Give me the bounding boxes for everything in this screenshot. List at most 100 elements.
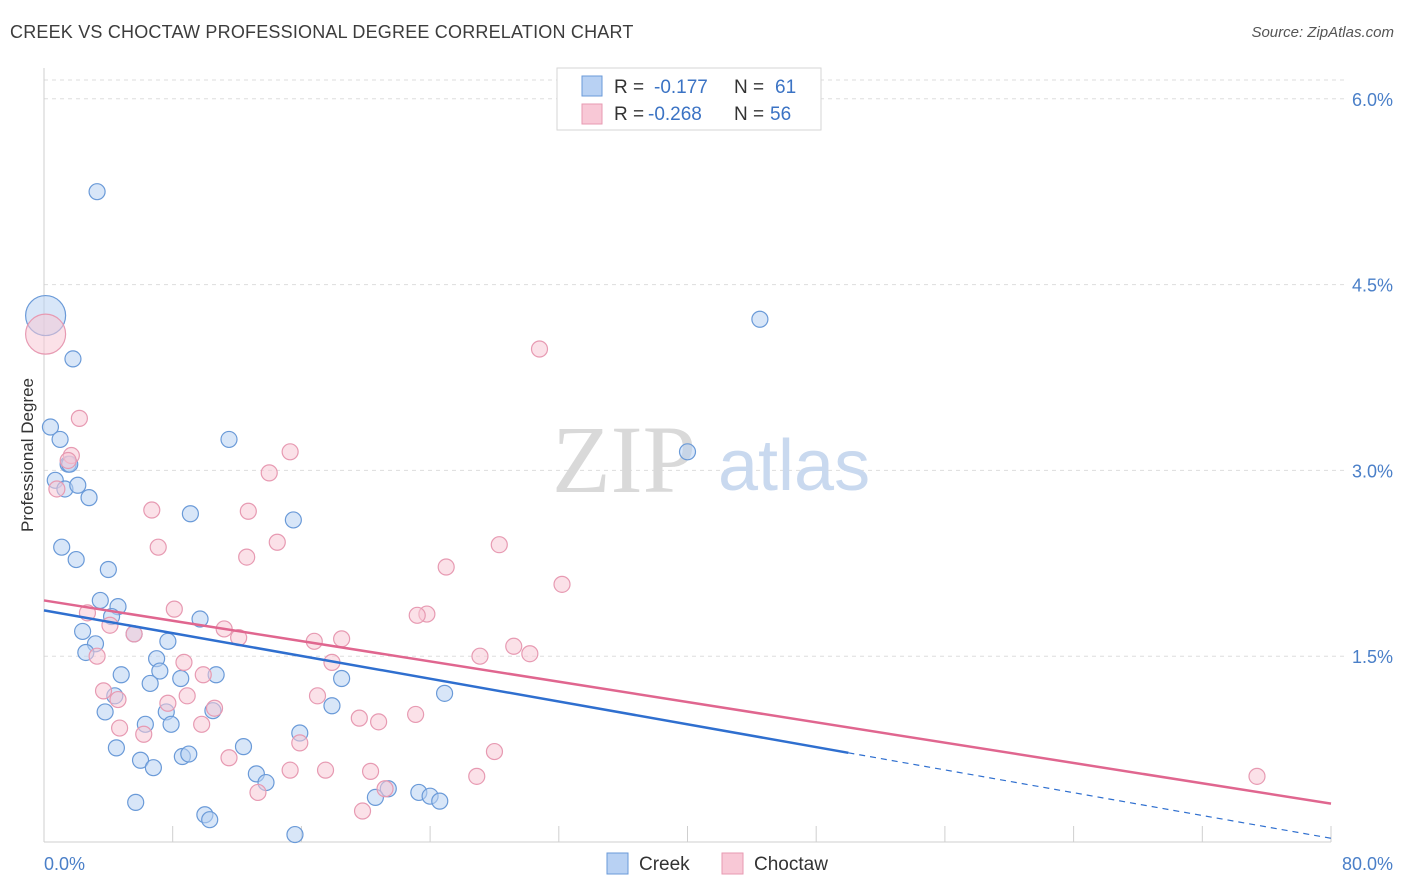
creek-point <box>751 310 769 328</box>
choctaw-r-label: R = <box>614 104 644 125</box>
choctaw-point <box>408 606 426 624</box>
choctaw-trend-line <box>43 599 1332 805</box>
creek-n-label: N = <box>734 77 764 98</box>
choctaw-point <box>485 742 504 761</box>
creek-point <box>41 418 60 436</box>
grid-lines <box>44 79 1345 657</box>
creek-point <box>234 738 253 756</box>
choctaw-point <box>361 762 380 780</box>
choctaw-point <box>333 630 351 648</box>
x-tick-label-max: 80.0% <box>1342 854 1393 874</box>
creek-point <box>333 669 351 688</box>
creek-r-label: R = <box>614 77 644 98</box>
choctaw-point <box>281 443 299 461</box>
creek-point <box>181 505 199 523</box>
choctaw-r-value: -0.268 <box>648 104 702 125</box>
choctaw-point <box>437 558 455 576</box>
creek-point <box>284 511 302 529</box>
creek-point <box>220 430 238 449</box>
creek-trend-extension <box>848 752 1332 839</box>
choctaw-n-value: 56 <box>770 104 791 125</box>
choctaw-point <box>239 502 257 520</box>
creek-series-label: Creek <box>639 854 690 875</box>
choctaw-point <box>316 761 335 779</box>
creek-point <box>144 759 162 777</box>
choctaw-point <box>376 780 394 798</box>
y-tick-label: 1.5% <box>1352 647 1393 667</box>
choctaw-point <box>553 575 571 593</box>
creek-point <box>286 825 304 844</box>
creek-series-swatch <box>606 852 629 875</box>
choctaw-series-label: Choctaw <box>754 854 828 875</box>
choctaw-point <box>1248 767 1266 785</box>
watermark: ZIP atlas <box>552 406 870 513</box>
trend-lines <box>43 599 1332 839</box>
creek-point <box>112 666 130 684</box>
choctaw-point <box>471 647 489 665</box>
choctaw-point <box>59 451 77 470</box>
choctaw-point <box>249 783 267 802</box>
choctaw-point <box>175 653 193 671</box>
creek-point <box>69 476 87 494</box>
choctaw-points <box>25 313 1266 820</box>
choctaw-point <box>350 709 368 727</box>
chart-title: CREEK VS CHOCTAW PROFESSIONAL DEGREE COR… <box>10 22 634 42</box>
choctaw-point <box>135 725 153 743</box>
choctaw-point <box>94 682 113 700</box>
creek-legend-swatch <box>581 75 603 97</box>
creek-point <box>159 632 177 650</box>
choctaw-point <box>505 637 523 655</box>
choctaw-point <box>530 340 549 358</box>
creek-point <box>99 560 117 579</box>
watermark-zip: ZIP <box>552 406 696 513</box>
y-tick-label: 4.5% <box>1352 276 1393 296</box>
choctaw-point <box>468 767 486 785</box>
chart-source: Source: ZipAtlas.com <box>1251 24 1394 41</box>
creek-point <box>74 622 92 641</box>
creek-point <box>53 538 71 556</box>
choctaw-point <box>260 464 278 482</box>
y-tick-label: 3.0% <box>1352 461 1393 481</box>
creek-point <box>64 350 82 368</box>
creek-point <box>201 811 219 829</box>
creek-point <box>431 792 449 810</box>
x-tick-label-min: 0.0% <box>44 854 85 874</box>
watermark-atlas: atlas <box>718 426 870 506</box>
creek-point <box>80 489 98 507</box>
choctaw-point <box>353 802 372 820</box>
choctaw-point <box>101 616 119 634</box>
choctaw-point <box>193 715 211 733</box>
creek-point <box>323 697 341 715</box>
creek-point <box>435 684 454 702</box>
choctaw-point <box>178 687 196 705</box>
choctaw-series-swatch <box>721 852 744 875</box>
creek-point <box>91 591 109 610</box>
choctaw-point <box>143 501 161 519</box>
choctaw-point <box>109 690 127 709</box>
choctaw-point <box>281 761 299 779</box>
choctaw-point <box>238 548 256 566</box>
creek-points <box>25 183 769 844</box>
choctaw-point <box>88 647 106 665</box>
choctaw-point <box>220 749 238 767</box>
choctaw-point <box>370 713 388 731</box>
choctaw-point <box>205 699 224 717</box>
choctaw-point <box>490 536 508 554</box>
creek-n-value: 61 <box>775 77 796 98</box>
choctaw-point <box>48 480 66 498</box>
creek-point <box>131 751 150 769</box>
creek-point <box>141 674 159 693</box>
choctaw-point <box>407 705 425 724</box>
creek-point <box>191 610 209 628</box>
choctaw-legend-swatch <box>581 103 603 125</box>
choctaw-point <box>521 645 539 663</box>
creek-point <box>51 430 69 449</box>
choctaw-point <box>70 409 88 427</box>
y-tick-labels: 1.5% 3.0% 4.5% 6.0% <box>1352 90 1393 667</box>
creek-point <box>107 739 125 757</box>
creek-point <box>96 703 114 721</box>
creek-point <box>172 669 190 688</box>
creek-point <box>127 793 145 811</box>
choctaw-point <box>291 734 309 752</box>
